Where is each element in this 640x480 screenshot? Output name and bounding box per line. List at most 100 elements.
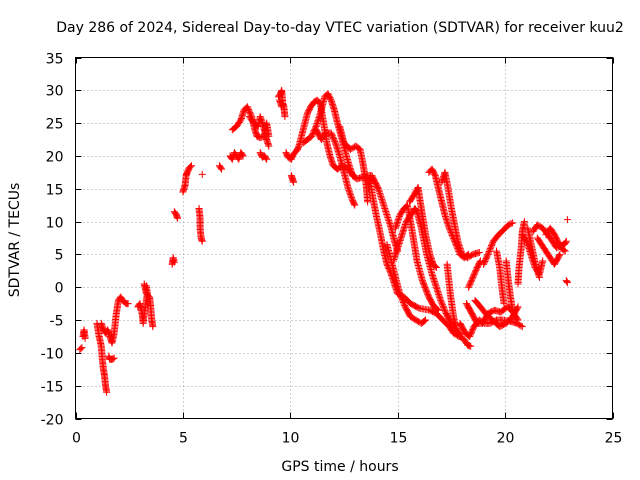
y-axis-label: SDTVAR / TECUs xyxy=(7,183,23,298)
y-tick-label: -5 xyxy=(50,314,64,330)
y-tick-label: 30 xyxy=(46,84,64,100)
data-point xyxy=(398,294,406,302)
data-point xyxy=(433,305,441,313)
data-point xyxy=(344,185,352,193)
x-tick-label: 25 xyxy=(605,431,623,447)
data-point xyxy=(476,258,484,266)
y-tick-label: 35 xyxy=(46,52,64,68)
data-point xyxy=(399,299,407,307)
data-point xyxy=(556,250,564,258)
data-point xyxy=(364,198,372,206)
data-point xyxy=(265,142,273,150)
data-point xyxy=(437,298,445,306)
data-point xyxy=(507,220,515,228)
data-point xyxy=(218,165,226,173)
data-point xyxy=(198,170,206,178)
data-point xyxy=(198,237,206,245)
data-point xyxy=(485,249,493,257)
data-point xyxy=(239,152,247,160)
data-point xyxy=(467,342,475,350)
data-point xyxy=(400,300,408,308)
data-point xyxy=(485,247,493,255)
data-point xyxy=(331,137,339,145)
data-point xyxy=(562,238,570,246)
y-tick-label: 25 xyxy=(46,117,64,133)
data-point xyxy=(432,264,440,272)
plot-frame xyxy=(75,57,613,419)
data-point xyxy=(563,216,571,224)
data-point xyxy=(486,246,494,254)
data-point xyxy=(509,219,517,227)
x-axis-label: GPS time / hours xyxy=(281,459,398,475)
x-tick-label: 20 xyxy=(497,431,515,447)
data-point xyxy=(514,303,522,311)
y-tick-label: 10 xyxy=(46,216,64,232)
data-point xyxy=(561,247,569,255)
data-point xyxy=(422,316,430,324)
data-point xyxy=(486,245,494,253)
data-point xyxy=(441,307,449,315)
data-point xyxy=(346,191,354,199)
data-point xyxy=(555,252,563,260)
data-point xyxy=(351,201,359,209)
data-point xyxy=(500,300,508,308)
data-point xyxy=(563,279,571,287)
y-tick-label: 5 xyxy=(55,248,64,264)
data-point xyxy=(290,178,298,186)
data-point xyxy=(149,323,157,331)
data-point xyxy=(109,355,117,363)
data-point xyxy=(346,189,354,197)
data-point xyxy=(513,315,521,323)
y-tick-label: 15 xyxy=(46,183,64,199)
data-point xyxy=(483,252,491,260)
data-point xyxy=(217,164,225,172)
data-point xyxy=(513,304,521,312)
y-tick-label: 0 xyxy=(55,281,64,297)
data-point xyxy=(397,293,405,301)
data-point xyxy=(539,257,547,265)
data-point xyxy=(399,297,407,305)
y-tick-label: -20 xyxy=(41,413,64,429)
data-point xyxy=(345,188,353,196)
x-tick-label: 5 xyxy=(179,431,188,447)
data-point xyxy=(438,301,446,309)
data-point xyxy=(560,246,568,254)
data-point xyxy=(517,322,525,330)
data-point xyxy=(487,243,495,251)
axis-ticks xyxy=(75,57,614,420)
data-point xyxy=(348,194,356,202)
data-point xyxy=(262,154,270,162)
data-point xyxy=(103,388,111,396)
data-point xyxy=(514,316,522,324)
data-point xyxy=(445,224,453,232)
data-point xyxy=(562,237,570,245)
y-tick-label: 20 xyxy=(46,150,64,166)
data-point xyxy=(518,323,526,331)
data-point xyxy=(124,300,132,308)
data-points xyxy=(76,86,571,396)
data-point xyxy=(396,291,404,299)
data-point xyxy=(174,214,182,222)
data-point xyxy=(77,345,85,353)
data-point xyxy=(520,218,528,226)
data-point xyxy=(396,290,404,298)
x-tick-label: 0 xyxy=(72,431,81,447)
data-point xyxy=(238,151,246,159)
data-point xyxy=(438,299,446,307)
data-point xyxy=(535,273,543,281)
data-point xyxy=(431,262,439,270)
data-point xyxy=(281,113,289,121)
data-point xyxy=(504,221,512,229)
grid-lines xyxy=(75,57,613,419)
data-point xyxy=(170,258,178,266)
data-point xyxy=(350,200,358,208)
y-tick-label: -15 xyxy=(41,380,64,396)
data-point xyxy=(110,354,118,362)
y-tick-label: -10 xyxy=(41,347,64,363)
data-point xyxy=(506,220,514,228)
data-point xyxy=(398,296,406,304)
data-point xyxy=(440,304,448,312)
data-point xyxy=(187,162,195,170)
data-point xyxy=(563,278,571,286)
data-point xyxy=(421,317,429,325)
